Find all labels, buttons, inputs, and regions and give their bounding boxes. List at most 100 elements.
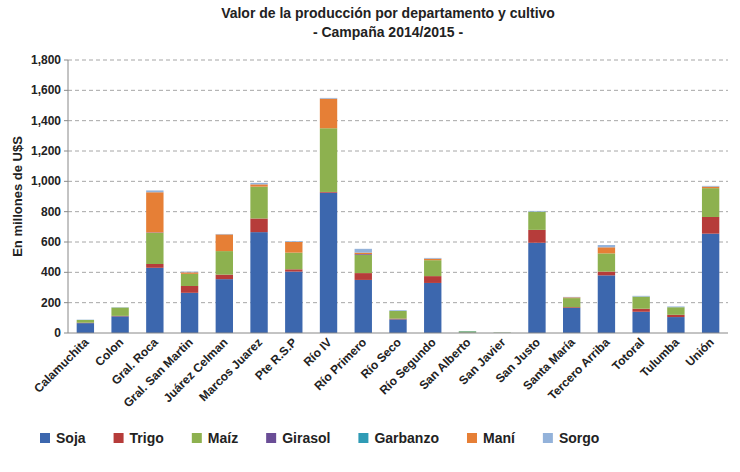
category-label: Tercero Arriba xyxy=(545,335,613,403)
bar-segment xyxy=(667,307,684,308)
bar-segment xyxy=(389,311,406,312)
grid-line xyxy=(68,60,728,61)
bar-segment xyxy=(146,268,163,333)
bar-segment xyxy=(111,316,128,333)
bar-segment xyxy=(181,274,198,286)
legend-label: Trigo xyxy=(130,430,164,446)
category-label: Río Primero xyxy=(311,335,369,393)
grid-line xyxy=(68,242,728,243)
grid-line xyxy=(68,211,728,212)
grid-line xyxy=(68,90,728,91)
bar-segment xyxy=(111,307,128,308)
tick-label: 1,200 xyxy=(31,144,61,158)
bar-segment xyxy=(667,307,684,315)
tick-label: 0 xyxy=(54,326,61,340)
bar-segment xyxy=(181,272,198,274)
bar-segment xyxy=(702,185,719,187)
bar-segment xyxy=(389,319,406,333)
bar-segment xyxy=(181,271,198,273)
bar-segment xyxy=(146,233,163,264)
legend-swatch xyxy=(358,433,368,443)
tick-label: 600 xyxy=(41,235,61,249)
tick xyxy=(64,120,68,121)
bar-segment xyxy=(459,331,476,332)
bar-segment xyxy=(355,255,372,273)
bar-segment xyxy=(216,233,233,234)
bar-segment xyxy=(285,253,302,270)
bar-segment xyxy=(285,269,302,271)
y-axis xyxy=(68,60,69,333)
bar-segment xyxy=(459,331,476,332)
bar-segment xyxy=(216,251,233,275)
bar-segment xyxy=(216,275,233,280)
tick xyxy=(64,211,68,212)
grid-line xyxy=(68,181,728,182)
bar-segment xyxy=(250,183,267,185)
bar-segment xyxy=(528,211,545,212)
chart: Valor de la producción por departamento … xyxy=(0,0,740,472)
legend-swatch xyxy=(467,433,477,443)
bar-segment xyxy=(389,310,406,312)
grid-line xyxy=(68,120,728,121)
bar-segment xyxy=(667,307,684,308)
bar-segment xyxy=(216,279,233,333)
bars xyxy=(77,98,720,333)
bar-segment xyxy=(250,187,267,219)
bar-segment xyxy=(702,217,719,234)
bar-segment xyxy=(563,296,580,297)
tick-label: 1,800 xyxy=(31,53,61,67)
tick-label: 800 xyxy=(41,205,61,219)
legend-label: Maíz xyxy=(208,430,238,446)
bar-segment xyxy=(598,253,615,271)
bar-segment xyxy=(77,320,94,323)
legend-swatch xyxy=(114,433,124,443)
tick-label: 400 xyxy=(41,265,61,279)
bar-segment xyxy=(528,230,545,243)
bar-segment xyxy=(459,331,476,332)
y-axis-label: En millones de U$S xyxy=(10,136,25,257)
bar-segment xyxy=(563,298,580,307)
bar-segment xyxy=(181,293,198,333)
bar-segment xyxy=(528,212,545,230)
bar-segment xyxy=(424,276,441,283)
title: Valor de la producción por departamento … xyxy=(221,5,555,21)
bar-segment xyxy=(598,247,615,253)
bar-segment xyxy=(632,309,649,312)
bar-segment xyxy=(355,280,372,333)
bar-segment xyxy=(598,275,615,333)
bar-segment xyxy=(563,297,580,299)
bar-segment xyxy=(702,188,719,217)
legend-swatch xyxy=(192,433,202,443)
bar-segment xyxy=(216,234,233,251)
bar-segment xyxy=(667,315,684,317)
bar-segment xyxy=(563,308,580,333)
bar-segment xyxy=(77,319,94,320)
legend: SojaTrigoMaízGirasolGarbanzoManíSorgo xyxy=(40,430,599,446)
bar-segment xyxy=(528,211,545,212)
bar-segment xyxy=(355,253,372,255)
bar-segment xyxy=(563,298,580,299)
bar-segment xyxy=(320,99,337,129)
bar-segment xyxy=(111,307,128,308)
bar-segment xyxy=(424,260,441,276)
tick-label: 200 xyxy=(41,296,61,310)
bar-segment xyxy=(667,306,684,308)
grid-line xyxy=(68,272,728,273)
bar-segment xyxy=(320,128,337,192)
bar-segment xyxy=(702,234,719,333)
bar-segment xyxy=(667,307,684,308)
bar-segment xyxy=(459,331,476,332)
tick xyxy=(64,333,68,334)
bar-segment xyxy=(424,283,441,333)
subtitle: - Campaña 2014/2015 - xyxy=(313,24,464,40)
bar-segment xyxy=(77,319,94,320)
category-label: Pte R.S.P xyxy=(252,335,300,383)
category-label: Tulumba xyxy=(637,335,682,380)
bar-segment xyxy=(285,272,302,333)
bar-segment xyxy=(250,184,267,186)
bar-segment xyxy=(146,190,163,192)
tick xyxy=(64,302,68,303)
bar-segment xyxy=(598,245,615,247)
bar-segment xyxy=(111,308,128,316)
tick xyxy=(64,60,68,61)
